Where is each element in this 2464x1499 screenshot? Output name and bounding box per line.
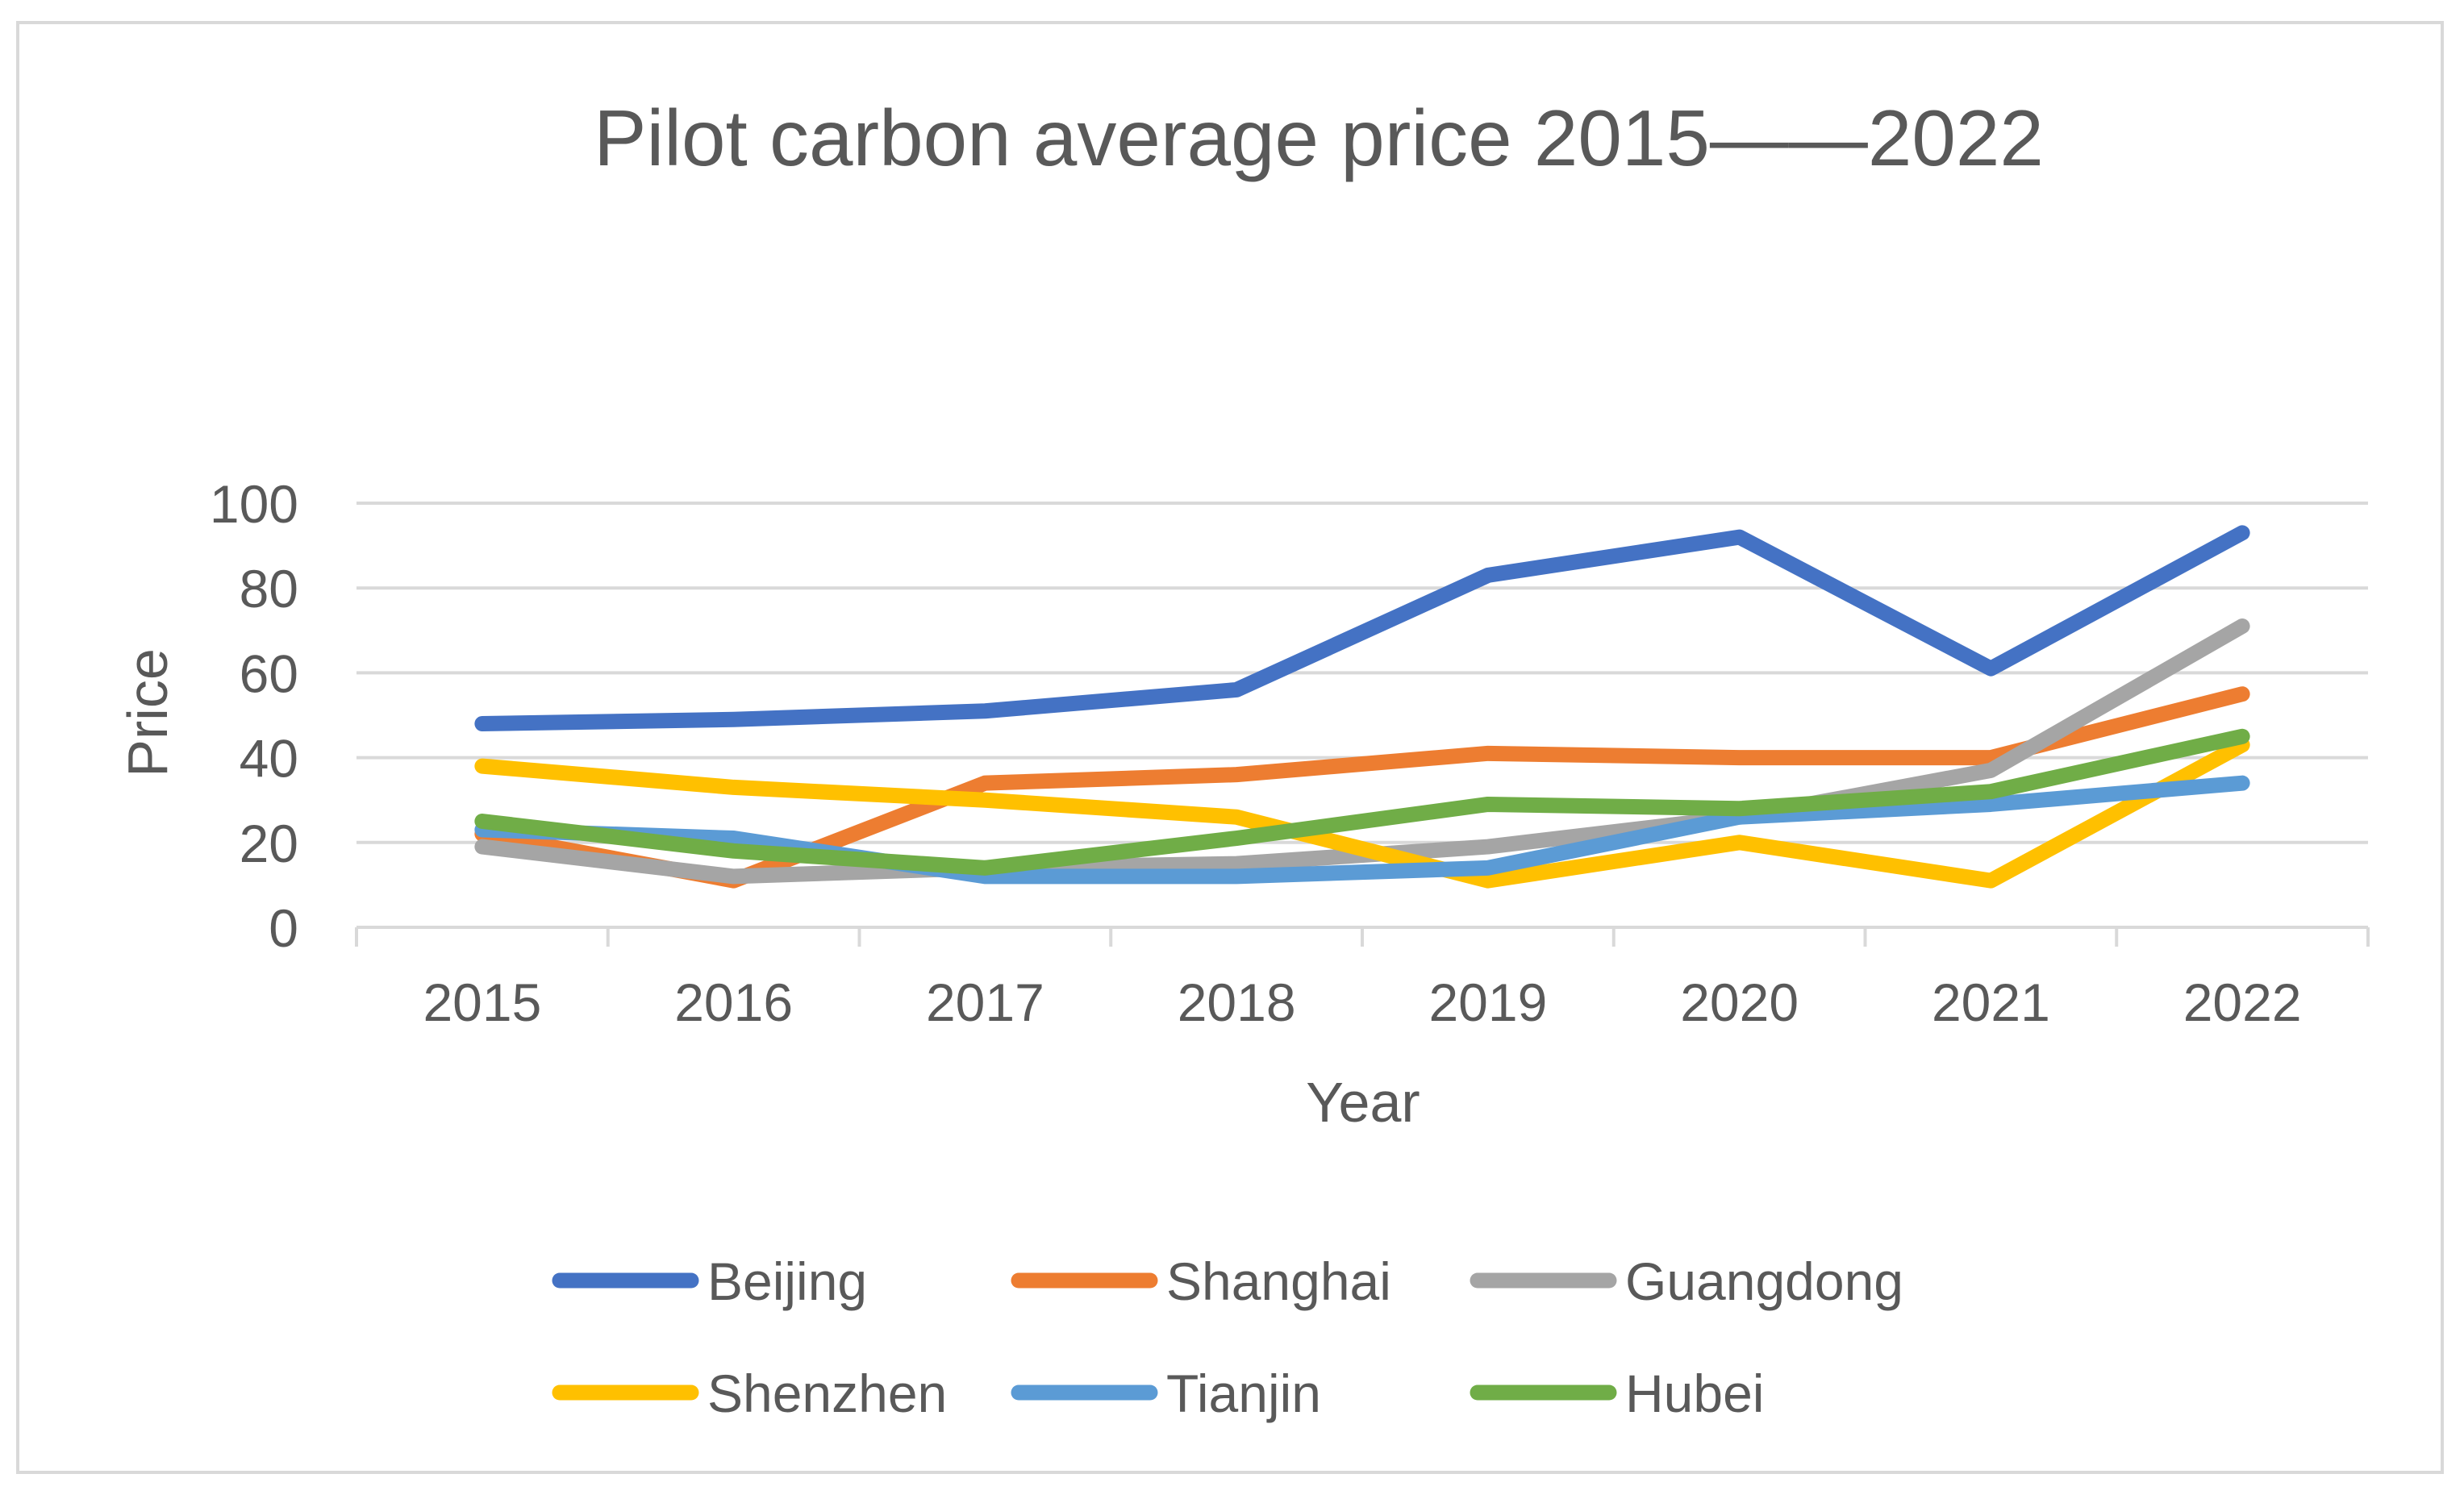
legend-label-hubei: Hubei <box>1625 1364 1764 1423</box>
y-tick-labels: 0 20 40 60 80 100 <box>210 474 298 958</box>
chart-title: Pilot carbon average price 2015——2022 <box>594 94 2044 182</box>
y-tick-0: 0 <box>269 898 298 958</box>
series-shanghai <box>474 686 2250 889</box>
series-beijing <box>474 525 2250 732</box>
y-tick-80: 80 <box>240 559 298 618</box>
series-line-hubei <box>474 728 2250 876</box>
x-tick-2017: 2017 <box>926 972 1044 1032</box>
x-tick-2022: 2022 <box>2183 972 2302 1032</box>
x-axis-label: Year <box>1306 1071 1420 1134</box>
x-tick-2021: 2021 <box>1932 972 2050 1032</box>
y-tick-40: 40 <box>240 729 298 789</box>
series-line-tianjin <box>474 775 2250 885</box>
series-line-shenzhen <box>474 737 2250 889</box>
legend-item-tianjin: Tianjin <box>1011 1364 1321 1423</box>
legend-item-beijing: Beijing <box>552 1251 867 1311</box>
legend-item-shenzhen: Shenzhen <box>552 1364 947 1423</box>
legend-label-shenzhen: Shenzhen <box>707 1364 947 1423</box>
legend-label-shanghai: Shanghai <box>1166 1251 1391 1311</box>
x-tick-2016: 2016 <box>674 972 793 1032</box>
y-tick-60: 60 <box>240 643 298 703</box>
series-lines <box>474 525 2250 889</box>
x-tick-2018: 2018 <box>1178 972 1296 1032</box>
series-tianjin <box>474 775 2250 885</box>
y-tick-100: 100 <box>210 474 298 534</box>
legend-item-guangdong: Guangdong <box>1470 1251 1903 1311</box>
legend-label-beijing: Beijing <box>707 1251 867 1311</box>
y-tick-20: 20 <box>240 814 298 873</box>
legend-item-hubei: Hubei <box>1470 1364 1764 1423</box>
series-line-shanghai <box>474 686 2250 889</box>
x-axis <box>355 926 2370 947</box>
legend-label-guangdong: Guangdong <box>1625 1251 1903 1311</box>
y-axis-label: Price <box>116 648 179 777</box>
legend: Beijing Shanghai Guangdong Shenzhen Tianjin H… <box>552 1251 1903 1423</box>
x-tick-labels: 2015 2016 2017 2018 2019 2020 2021 2022 <box>423 972 2301 1032</box>
x-tick-2020: 2020 <box>1680 972 1799 1032</box>
legend-label-tianjin: Tianjin <box>1166 1364 1321 1423</box>
x-tick-2019: 2019 <box>1428 972 1547 1032</box>
series-line-beijing <box>474 525 2250 732</box>
series-shenzhen <box>474 737 2250 889</box>
legend-item-shanghai: Shanghai <box>1011 1251 1391 1311</box>
series-hubei <box>474 728 2250 876</box>
x-tick-2015: 2015 <box>423 972 541 1032</box>
